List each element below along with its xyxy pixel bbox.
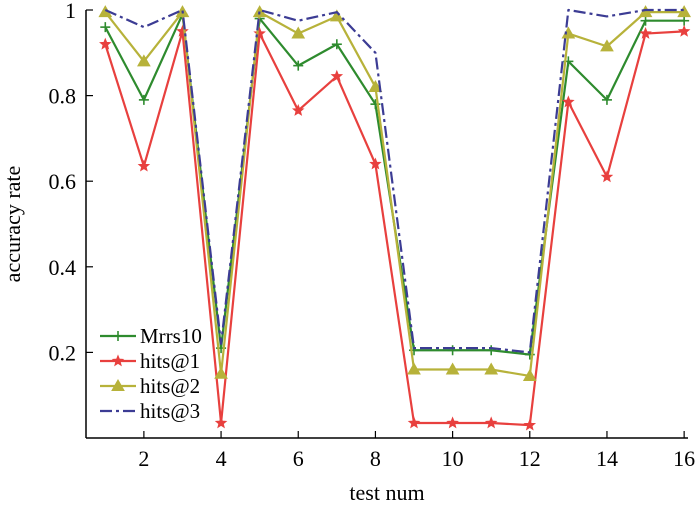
point-hits-2-11 (484, 362, 499, 375)
point-mrrs10-16 (679, 15, 690, 26)
point-hits-1-6 (291, 103, 305, 116)
point-hits-2-13 (561, 26, 576, 39)
y-tick-label-2: 0.6 (49, 169, 77, 194)
point-mrrs10-15 (640, 15, 651, 26)
point-hits-2-10 (445, 362, 460, 375)
legend-marker-mrrs10 (113, 331, 123, 341)
y-tick-label-0: 0.2 (49, 340, 77, 365)
point-hits-1-13 (562, 95, 575, 108)
series-hits-3 (104, 8, 685, 354)
point-hits-1-3 (176, 24, 189, 37)
series-hits-2 (98, 5, 692, 381)
point-mrrs10-10 (447, 345, 458, 356)
point-hits-2-12 (522, 368, 537, 381)
series-line-hits-3 (104, 8, 685, 354)
point-mrrs10-2 (138, 94, 149, 105)
point-hits-1-16 (677, 24, 691, 37)
y-axis-label: accuracy rate (0, 166, 25, 283)
legend-label-mrrs10: Mrrs10 (140, 324, 202, 348)
point-hits-1-10 (446, 416, 459, 429)
point-hits-2-7 (329, 9, 344, 22)
y-tick-label-1: 0.4 (49, 255, 77, 280)
point-hits-1-1 (99, 37, 112, 50)
legend-marker-hits-2 (111, 378, 125, 391)
y-tick-label-4: 1 (65, 0, 76, 23)
x-tick-label-4: 4 (216, 446, 227, 471)
legend-marker-hits-1 (111, 354, 125, 367)
point-mrrs10-7 (331, 39, 342, 50)
x-tick-label-10: 10 (442, 446, 464, 471)
axes: 2 4 6 8 10 12 14 16 0.2 0.4 0.6 0.8 1 (49, 0, 696, 471)
point-hits-1-4 (214, 416, 228, 429)
point-hits-1-7 (330, 69, 344, 82)
series-hits-1 (99, 24, 691, 431)
legend-item-mrrs10: Mrrs10 (100, 324, 202, 348)
x-tick-label-14: 14 (596, 446, 618, 471)
series-line-hits-2 (104, 11, 685, 378)
x-tick-label-6: 6 (293, 446, 304, 471)
series-group (98, 5, 692, 431)
point-hits-2-9 (407, 362, 421, 375)
x-tick-label-8: 8 (370, 446, 381, 471)
legend-item-hits-3: hits@3 (100, 399, 200, 423)
point-mrrs10-14 (601, 94, 612, 105)
point-hits-1-14 (600, 170, 614, 183)
point-hits-1-11 (484, 416, 498, 429)
point-hits-1-5 (253, 26, 266, 39)
series-line-hits-1 (104, 30, 685, 427)
legend-label-hits-1: hits@1 (140, 349, 200, 373)
point-hits-1-9 (407, 416, 421, 429)
legend-item-hits-2: hits@2 (100, 374, 200, 398)
point-hits-2-2 (137, 54, 151, 67)
point-hits-1-8 (369, 157, 382, 170)
point-mrrs10-6 (293, 60, 304, 71)
x-tick-label-2: 2 (138, 446, 149, 471)
legend-label-hits-3: hits@3 (140, 399, 200, 423)
point-hits-2-4 (214, 366, 228, 379)
x-axis-label: test num (349, 480, 424, 505)
point-hits-1-15 (639, 26, 652, 39)
point-hits-2-16 (677, 5, 692, 18)
legend-label-hits-2: hits@2 (140, 374, 200, 398)
point-mrrs10-11 (486, 345, 497, 356)
y-tick-label-3: 0.8 (49, 84, 77, 109)
point-hits-2-14 (600, 39, 614, 52)
x-tick-label-12: 12 (519, 446, 541, 471)
point-hits-2-6 (291, 26, 306, 39)
point-hits-2-8 (368, 80, 383, 93)
point-hits-1-12 (523, 418, 537, 431)
legend-item-hits-1: hits@1 (100, 349, 200, 373)
point-mrrs10-1 (100, 22, 111, 33)
point-hits-1-2 (137, 159, 151, 172)
series-line-mrrs10 (104, 13, 685, 356)
x-tick-label-16: 16 (673, 446, 695, 471)
